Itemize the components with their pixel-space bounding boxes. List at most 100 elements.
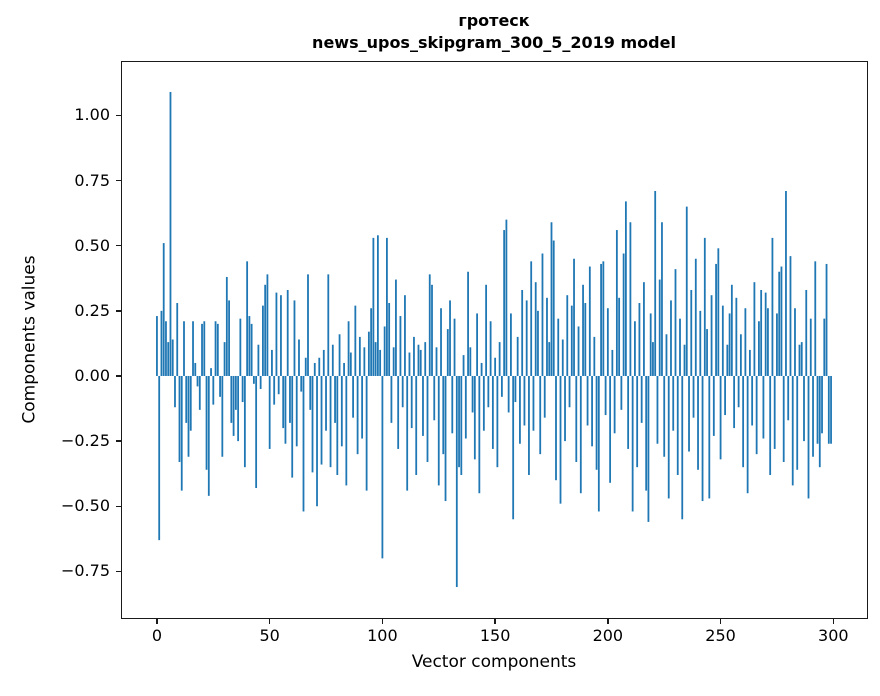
bar [433, 375, 436, 421]
bar [426, 375, 429, 462]
bar [830, 375, 832, 444]
bar [201, 323, 203, 376]
bar [742, 375, 745, 468]
bar [778, 271, 781, 376]
bar [706, 329, 708, 376]
bar [250, 323, 253, 376]
bar [422, 375, 424, 436]
bar [593, 336, 596, 376]
bar [658, 279, 661, 376]
bar [410, 375, 413, 429]
y-tick-label: 0.25 [74, 300, 110, 320]
bar [559, 375, 562, 504]
bar [798, 344, 801, 376]
bar [352, 375, 354, 418]
bar [453, 318, 456, 376]
bar [313, 362, 316, 376]
bar [690, 289, 693, 376]
bar [611, 349, 614, 376]
bar [645, 375, 648, 491]
bar [275, 292, 278, 376]
bar [485, 284, 488, 376]
bar [372, 237, 375, 376]
bar [699, 310, 702, 376]
bar [785, 190, 787, 376]
bar [782, 375, 785, 462]
y-tick-label: 1.00 [74, 105, 110, 125]
x-tick-label: 200 [592, 626, 624, 645]
bar [444, 375, 447, 502]
bar [600, 263, 602, 376]
bar [228, 300, 230, 376]
bar [194, 362, 197, 376]
bar [564, 375, 566, 442]
bar [674, 269, 677, 376]
y-tick-mark [115, 375, 122, 377]
bar [726, 344, 729, 376]
bar [721, 305, 724, 376]
bar [805, 289, 808, 376]
bar [676, 375, 679, 475]
bar [255, 375, 258, 489]
bar [225, 276, 228, 376]
bar [688, 375, 690, 452]
bar [733, 375, 736, 429]
chart-title-line1: гротеск [458, 11, 530, 30]
bar [419, 349, 422, 376]
bar [681, 375, 684, 520]
bar [724, 375, 726, 416]
bar [595, 375, 598, 470]
y-tick-label: −0.75 [60, 561, 110, 581]
bar [503, 230, 506, 376]
bar [512, 375, 515, 520]
bar [717, 248, 720, 376]
bar [656, 375, 659, 444]
bar [345, 375, 348, 486]
bar [507, 375, 510, 413]
bar [794, 308, 796, 376]
bar [399, 316, 402, 376]
bar [455, 375, 458, 588]
bar [460, 375, 463, 475]
bar [715, 263, 717, 376]
plot-frame [120, 60, 868, 619]
bar [543, 375, 546, 418]
bar [582, 284, 584, 376]
bar [361, 375, 364, 439]
bar [649, 313, 652, 376]
bar [221, 375, 224, 457]
bar [471, 375, 474, 413]
bar [230, 375, 233, 423]
bar [376, 235, 379, 376]
bar [205, 375, 208, 470]
bar [629, 222, 632, 376]
bar [169, 91, 172, 376]
bar [219, 375, 221, 397]
bar [703, 237, 706, 376]
bar [631, 375, 634, 512]
bar [555, 375, 557, 481]
bar [568, 375, 571, 408]
bar [771, 237, 774, 376]
bar [300, 375, 303, 392]
bar [823, 318, 826, 376]
bar [719, 375, 722, 460]
bar [737, 375, 740, 408]
bar [537, 310, 539, 376]
bar [521, 289, 524, 376]
bar [753, 282, 756, 376]
bar [728, 313, 731, 376]
bar [487, 375, 490, 408]
bar [183, 321, 185, 376]
x-tick-label: 150 [479, 626, 511, 645]
bar [683, 344, 686, 376]
bar [212, 375, 215, 405]
bar [354, 305, 357, 376]
bar [796, 375, 799, 470]
bar [532, 375, 535, 431]
bar [381, 375, 384, 559]
bar [214, 321, 217, 376]
bar [586, 375, 589, 426]
bar [192, 321, 194, 376]
bar [548, 342, 551, 376]
